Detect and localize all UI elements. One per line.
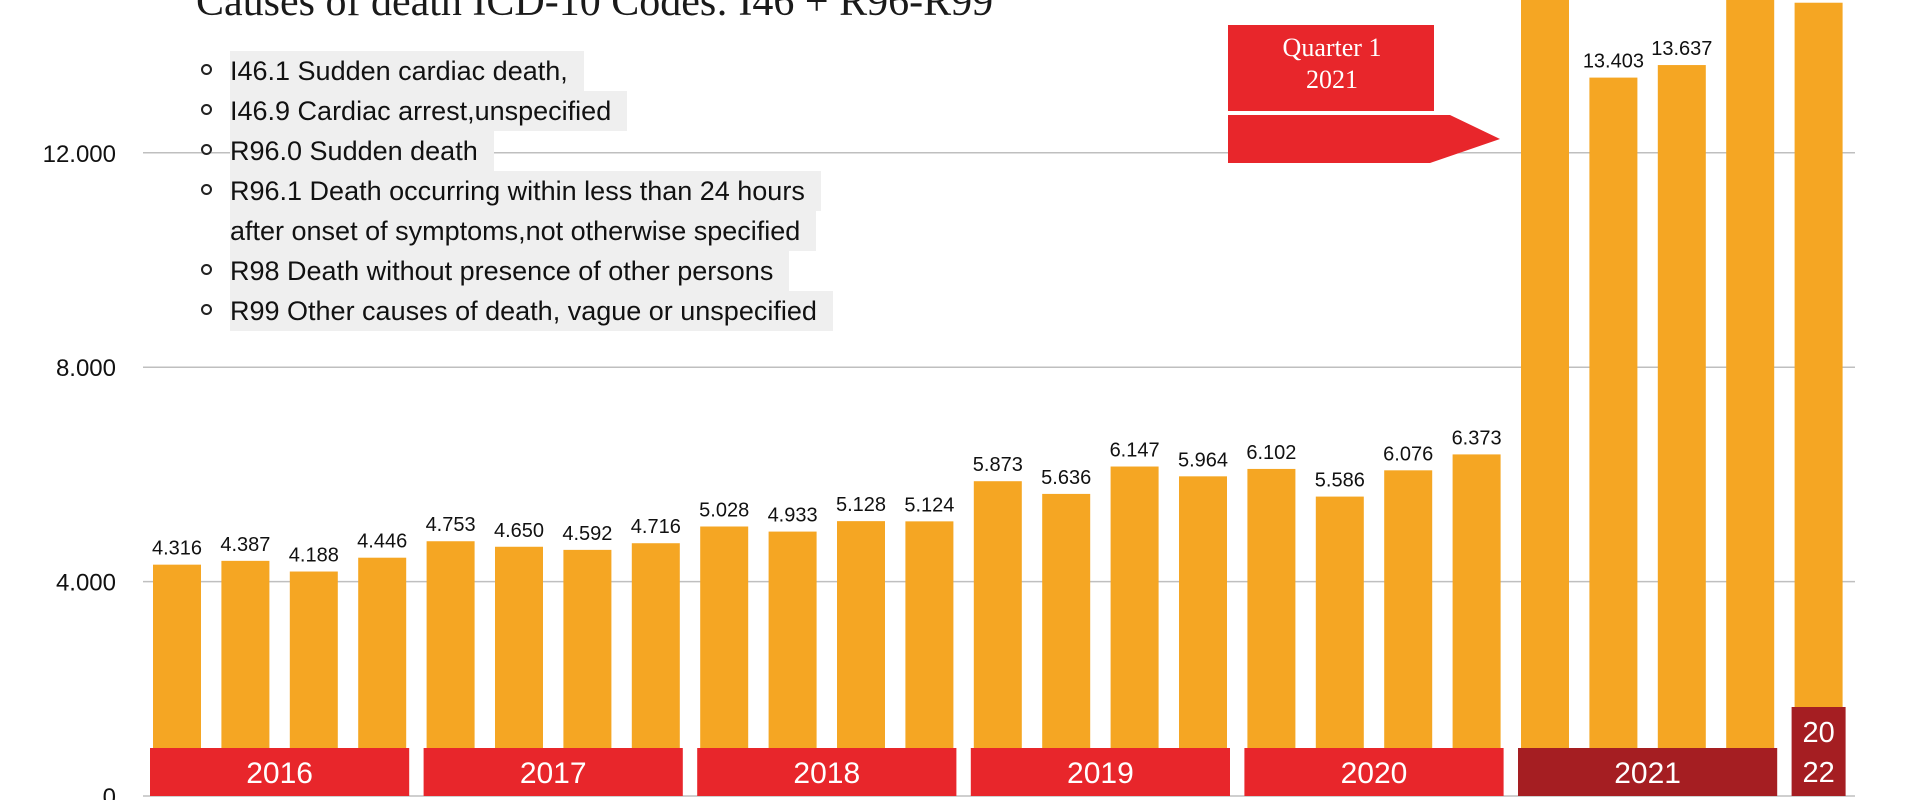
value-label: 4.446 (357, 531, 407, 553)
callout-box (1228, 25, 1434, 111)
value-label: 5.873 (973, 454, 1023, 476)
year-band (423, 748, 683, 796)
bar (1726, 0, 1775, 796)
value-label: 4.387 (220, 534, 270, 556)
value-label: 4.753 (426, 514, 476, 536)
chart-title: Causes of death ICD-10 Codes: I46 + R96-… (196, 0, 994, 25)
y-tick-label: 12.000 (43, 141, 116, 168)
bar (1384, 470, 1433, 796)
legend-item-text: R98 Death without presence of other pers… (230, 251, 790, 291)
value-labels: 4.316 4.387 4.188 4.446 4.753 4.650 4.592 4.716… (152, 38, 1712, 566)
legend-item-text: I46.1 Sudden cardiac death, (230, 51, 584, 91)
year-band-label: 2020 (1341, 757, 1408, 790)
callout-arrow (1228, 25, 1500, 163)
legend-item-text: I46.9 Cardiac arrest,unspecified (230, 91, 628, 131)
year-band-label: 22 (1802, 757, 1834, 789)
y-tick-label: 8.000 (56, 355, 116, 382)
value-label: 6.373 (1452, 427, 1502, 449)
value-label: 4.933 (768, 505, 818, 527)
legend-item-text: R96.0 Sudden death (230, 131, 494, 171)
value-label: 5.636 (1041, 467, 1091, 489)
callout-arrowhead (1228, 115, 1500, 163)
bullet-icon (201, 144, 212, 155)
year-band (150, 748, 410, 796)
year-band (1791, 707, 1846, 796)
year-band-label: 2021 (1614, 757, 1681, 790)
value-label: 5.028 (699, 499, 749, 521)
bar (1315, 496, 1364, 796)
bullet-icon (201, 184, 212, 195)
year-band (1518, 748, 1778, 796)
y-tick-label: 0 (103, 784, 116, 800)
value-label: 5.586 (1315, 470, 1365, 492)
bullet-icon (201, 304, 212, 315)
year-band (1244, 748, 1504, 796)
value-label: 4.650 (494, 520, 544, 542)
year-band-label: 2018 (793, 757, 860, 790)
bar (1179, 476, 1227, 796)
bar (1042, 493, 1091, 796)
value-label: 6.147 (1110, 440, 1160, 462)
bar (1247, 468, 1296, 796)
year-band-label: 2016 (246, 757, 313, 790)
year-band (697, 748, 957, 796)
value-label: 4.716 (631, 516, 681, 538)
bar (1452, 454, 1501, 796)
bar (1657, 65, 1706, 796)
value-label: 4.592 (562, 523, 612, 545)
value-label: 6.076 (1383, 443, 1433, 465)
y-tick-label: 4.000 (56, 570, 116, 597)
year-band-label: 20 (1802, 717, 1834, 749)
bullet-icon (201, 64, 212, 75)
value-label: 13.403 (1583, 51, 1644, 73)
year-band-label: 2017 (520, 757, 587, 790)
year-band-label: 2019 (1067, 757, 1134, 790)
y-axis-ticks: 0 4.000 8.000 12.000 (43, 141, 116, 800)
value-label: 13.637 (1651, 38, 1712, 60)
value-label: 6.102 (1246, 442, 1296, 464)
value-label: 5.124 (904, 494, 954, 516)
value-label: 4.188 (289, 545, 339, 567)
bar (1794, 2, 1843, 797)
value-label: 5.128 (836, 494, 886, 516)
value-label: 5.964 (1178, 449, 1228, 471)
bar (973, 481, 1022, 796)
bar (1589, 77, 1638, 797)
bar (1521, 0, 1569, 796)
legend-item-text: R99 Other causes of death, vague or unsp… (230, 291, 833, 331)
callout-label: Quarter 1 2021 (1282, 33, 1382, 94)
bullet-icon (201, 264, 212, 275)
year-band (970, 748, 1230, 796)
value-label: 4.316 (152, 538, 202, 560)
bars (153, 0, 1843, 797)
legend-item-text: after onset of symptoms,not otherwise sp… (230, 211, 817, 251)
bar (1110, 466, 1159, 796)
legend-item-text: R96.1 Death occurring within less than 2… (230, 171, 821, 211)
bullet-icon (201, 104, 212, 115)
